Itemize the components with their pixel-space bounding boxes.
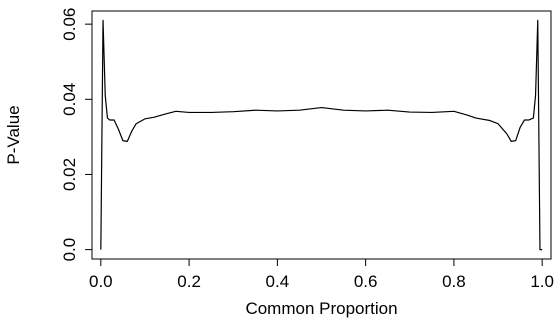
series-layer <box>100 19 543 251</box>
x-tick-label: 0.2 <box>177 272 201 291</box>
x-tick-label: 1.0 <box>530 272 554 291</box>
plot-frame <box>91 10 552 260</box>
x-tick-label: 0.6 <box>354 272 378 291</box>
series-line <box>100 19 543 251</box>
x-axis: 0.0 0.2 0.4 0.6 0.8 1.0 <box>89 258 554 291</box>
y-axis-title: P-Value <box>4 105 23 164</box>
y-axis: 0.0 0.02 0.04 0.06 <box>60 8 93 262</box>
x-tick-label: 0.4 <box>266 272 290 291</box>
y-tick-label: 0.06 <box>60 8 79 41</box>
y-tick-label: 0.04 <box>60 83 79 116</box>
y-tick-label: 0.0 <box>60 238 79 262</box>
x-tick-label: 0.8 <box>442 272 466 291</box>
y-tick-label: 0.02 <box>60 158 79 191</box>
x-tick-label: 0.0 <box>89 272 113 291</box>
x-axis-title: Common Proportion <box>245 299 397 318</box>
